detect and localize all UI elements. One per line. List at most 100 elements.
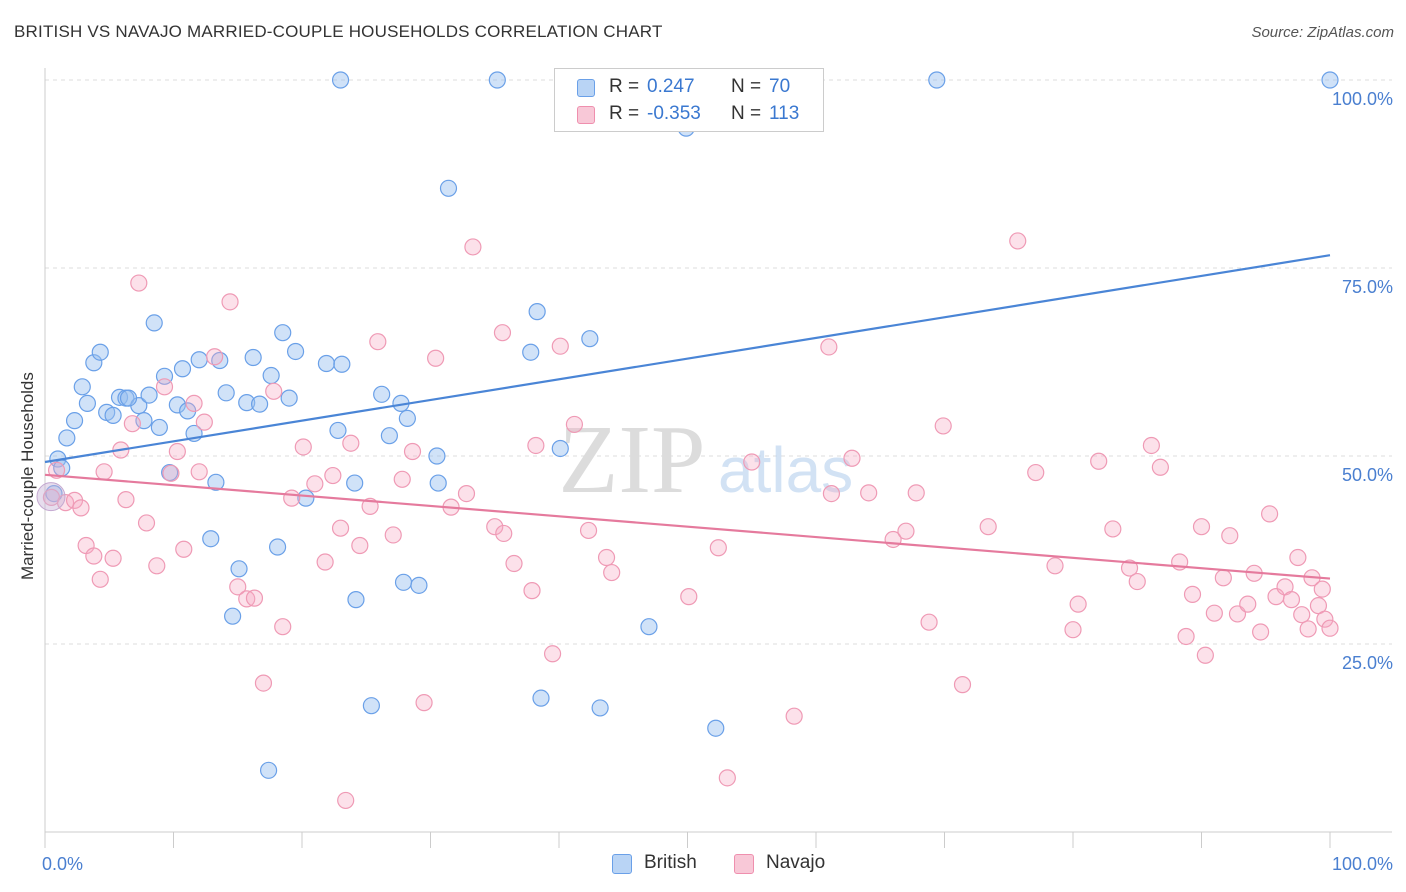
point-navajo — [229, 578, 247, 596]
point-navajo — [324, 466, 342, 485]
point-navajo — [1321, 619, 1339, 637]
point-navajo — [495, 524, 513, 543]
point-british — [488, 71, 506, 89]
point-navajo — [1299, 620, 1317, 638]
point-british — [347, 591, 365, 609]
point-british — [85, 354, 103, 372]
point-navajo — [117, 491, 135, 509]
point-navajo — [505, 554, 523, 573]
point-navajo — [680, 588, 698, 606]
legend-n-label: N = — [731, 103, 762, 124]
point-navajo — [369, 333, 387, 351]
legend-swatch-navajo — [577, 106, 595, 124]
point-navajo — [979, 518, 997, 536]
tick-labels: 25.0% 50.0% 75.0% 100.0% 0.0% 100.0% — [42, 89, 1393, 874]
point-navajo — [597, 548, 616, 567]
point-navajo — [527, 436, 545, 455]
stats-legend: R = 0.247 N = 70 R = -0.353 N = 113 — [554, 68, 824, 132]
point-british — [280, 389, 298, 407]
point-british — [73, 378, 91, 396]
point-british — [207, 473, 225, 491]
point-british — [230, 560, 248, 578]
point-navajo — [137, 514, 156, 532]
point-navajo — [1252, 623, 1270, 641]
point-british — [168, 396, 186, 414]
point-british — [202, 530, 220, 548]
point-navajo — [457, 485, 476, 503]
point-navajo — [195, 413, 213, 431]
point-navajo — [175, 540, 193, 558]
point-navajo — [1205, 604, 1223, 622]
point-navajo — [1064, 621, 1082, 639]
point-navajo — [785, 707, 803, 725]
point-british — [429, 474, 447, 492]
point-british — [224, 607, 242, 625]
point-cluster — [36, 482, 66, 512]
bottom-legend-label-navajo: Navajo — [766, 852, 826, 873]
point-british — [110, 388, 129, 406]
point-navajo — [464, 238, 482, 256]
point-navajo — [1027, 463, 1045, 482]
point-british — [439, 179, 458, 197]
bottom-legend-swatch-british — [612, 854, 632, 874]
point-british — [78, 394, 97, 412]
point-navajo — [254, 674, 273, 692]
point-navajo — [523, 582, 541, 600]
point-british — [528, 303, 546, 321]
point-navajo — [274, 618, 292, 636]
point-navajo — [168, 442, 186, 461]
point-british — [394, 573, 413, 591]
point-navajo — [104, 549, 122, 567]
point-british — [244, 348, 262, 367]
point-navajo — [123, 415, 141, 433]
point-navajo — [1128, 572, 1146, 591]
point-british — [1321, 71, 1339, 89]
point-british — [161, 463, 179, 482]
point-navajo — [1090, 452, 1108, 470]
point-navajo — [306, 475, 324, 493]
trend-line-navajo — [44, 473, 1331, 580]
point-navajo — [1316, 610, 1334, 628]
point-navajo — [1069, 595, 1087, 613]
point-british — [140, 386, 158, 404]
point-navajo — [1183, 585, 1202, 603]
legend-n-label: N = — [731, 76, 762, 97]
y-tick-label: 50.0% — [1342, 465, 1393, 485]
point-british — [104, 406, 122, 424]
point-navajo — [206, 348, 224, 366]
point-navajo — [393, 470, 411, 488]
point-navajo — [1192, 518, 1211, 536]
point-navajo — [47, 461, 66, 479]
point-british — [329, 421, 347, 440]
point-british — [532, 689, 550, 707]
point-british — [522, 343, 540, 361]
point-navajo — [337, 791, 355, 810]
point-navajo — [1120, 559, 1139, 577]
point-british — [380, 427, 398, 445]
point-navajo — [1214, 569, 1232, 587]
point-navajo — [162, 464, 180, 482]
point-navajo — [1261, 505, 1279, 523]
point-navajo — [185, 394, 203, 412]
point-navajo — [820, 338, 838, 356]
point-navajo — [85, 547, 103, 565]
y-tick-label: 25.0% — [1342, 653, 1393, 673]
point-navajo — [283, 489, 301, 507]
point-british — [581, 330, 599, 348]
point-british — [398, 409, 416, 427]
point-british — [238, 394, 256, 412]
point-navajo — [860, 484, 878, 502]
point-british — [331, 71, 350, 89]
grid-lines — [45, 79, 1392, 645]
point-british — [707, 719, 725, 737]
point-british — [65, 412, 84, 430]
point-navajo — [543, 645, 562, 663]
point-navajo — [427, 349, 445, 367]
x-tick-label: 0.0% — [42, 854, 83, 874]
point-british — [551, 439, 569, 458]
point-navajo — [486, 518, 504, 536]
point-navajo — [493, 324, 512, 342]
point-navajo — [718, 769, 736, 787]
point-navajo — [822, 485, 841, 503]
point-navajo — [245, 589, 264, 607]
